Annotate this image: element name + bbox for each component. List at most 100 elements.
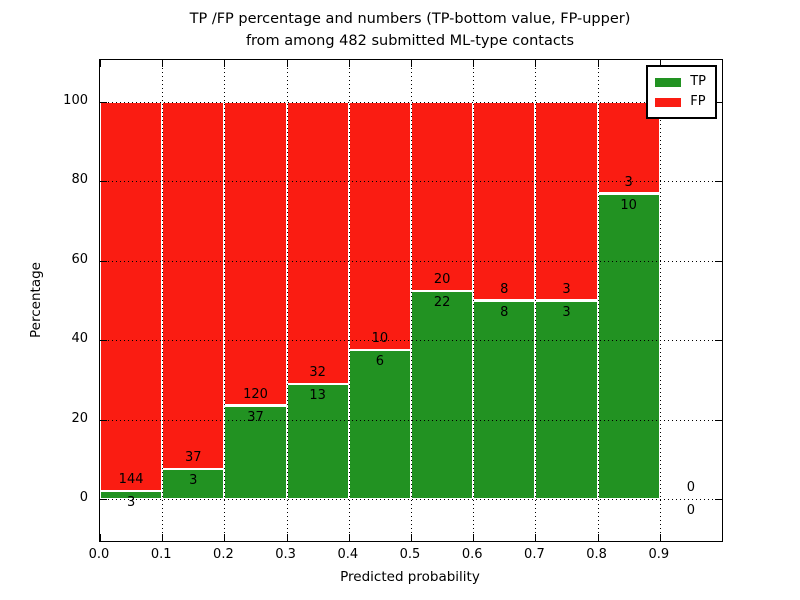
fp-bar-0.4-0.5 [348, 101, 411, 351]
x-tick-mark [597, 60, 599, 67]
plot-area: 144 3 37 3 120 37 32 13 10 6 20 22 8 8 3 3 3 10 0 0 TP FP [99, 59, 723, 542]
fp-count-label: 120 [243, 386, 268, 402]
tp-bar-0.3-0.4 [286, 384, 349, 500]
fp-count-label: 10 [371, 331, 389, 347]
y-tick-label: 60 [71, 251, 88, 267]
y-tick-mark [715, 181, 722, 183]
y-axis-label: Percentage [28, 262, 44, 338]
x-tick-mark [100, 534, 101, 541]
x-tick-mark [659, 60, 661, 67]
y-tick-mark [100, 101, 107, 103]
legend-label-tp: TP [690, 74, 706, 89]
x-tick-mark [162, 534, 164, 541]
x-tick-label: 0.7 [524, 547, 545, 562]
x-tick-mark [473, 60, 475, 67]
gridline-v-0.1 [162, 60, 164, 541]
legend-item-fp: FP [655, 92, 706, 112]
fp-bar-0.1-0.2 [162, 101, 225, 470]
gridline-v-0.8 [597, 60, 599, 541]
fp-bar-0-0.1 [100, 101, 163, 492]
x-tick-label: 0.3 [275, 547, 296, 562]
gridline-v-0.6 [473, 60, 475, 541]
legend-item-tp: TP [655, 72, 706, 92]
legend-label-fp: FP [690, 94, 706, 109]
tp-color-swatch [655, 77, 682, 87]
y-tick-mark [100, 260, 107, 262]
tp-bar-0.6-0.7 [473, 300, 536, 500]
gridline-h-80 [100, 181, 722, 183]
x-tick-mark [535, 60, 537, 67]
x-tick-mark [659, 534, 661, 541]
tp-bar-0.1-0.2 [162, 469, 225, 500]
legend: TP FP [646, 65, 717, 119]
y-tick-label: 80 [71, 172, 88, 188]
fp-bar-0.2-0.3 [224, 101, 287, 406]
tp-count-label: 3 [562, 304, 571, 320]
x-tick-mark [162, 60, 164, 67]
tp-count-label: 37 [247, 409, 264, 425]
y-tick-mark [715, 419, 722, 421]
fp-count-label: 32 [309, 365, 326, 381]
gridline-v-0.2 [224, 60, 226, 541]
fp-count-label: 20 [433, 272, 451, 287]
fp-bar-0.5-0.6 [411, 101, 474, 291]
fp-count-label: 37 [185, 450, 202, 466]
y-tick-label: 0 [79, 490, 88, 506]
gridline-v-0.4 [348, 60, 350, 541]
gridline-h-100 [100, 101, 722, 103]
x-tick-label: 0.9 [648, 547, 670, 562]
gridline-v-0.5 [411, 60, 412, 541]
tp-count-label: 13 [309, 388, 326, 404]
x-tick-mark [100, 60, 101, 67]
tp-count-label: 8 [500, 304, 509, 320]
x-tick-mark [224, 60, 226, 67]
fp-bar-0.3-0.4 [286, 101, 349, 385]
fp-bar-0.7-0.8 [535, 101, 598, 301]
fp-color-swatch [655, 97, 682, 107]
x-tick-label: 0.2 [213, 547, 234, 562]
gridline-h-20 [100, 419, 722, 421]
gridline-v-0.7 [535, 60, 537, 541]
tp-count-label: 10 [620, 197, 637, 213]
y-tick-mark [100, 340, 107, 342]
chart-title-line2: from among 482 submitted ML-type contact… [245, 33, 575, 49]
x-tick-mark [348, 534, 350, 541]
y-tick-label: 20 [71, 410, 88, 426]
y-tick-mark [100, 181, 107, 183]
y-tick-mark [715, 101, 722, 103]
x-tick-label: 0.0 [88, 547, 110, 562]
x-tick-mark [535, 534, 537, 541]
fp-bar-0.6-0.7 [473, 101, 536, 301]
fp-count-label: 0 [686, 480, 696, 496]
tp-count-label: 22 [433, 295, 451, 310]
x-tick-mark [348, 60, 350, 67]
tp-bar-0.8-0.9 [597, 193, 660, 500]
x-axis-label: Predicted probability [340, 569, 480, 585]
tp-count-label: 6 [375, 354, 385, 370]
fp-count-label: 3 [562, 281, 571, 297]
y-tick-label: 100 [63, 92, 88, 108]
x-tick-mark [286, 534, 288, 541]
tp-count-label: 0 [686, 503, 696, 519]
x-tick-mark [473, 534, 475, 541]
y-tick-mark [715, 340, 722, 342]
x-tick-mark [411, 60, 412, 67]
gridline-v-0.9 [659, 60, 661, 541]
x-tick-label: 0.4 [337, 547, 359, 562]
gridline-v-0.3 [286, 60, 288, 541]
y-tick-mark [100, 419, 107, 421]
y-tick-label: 40 [71, 331, 88, 347]
tp-count-label: 3 [126, 495, 136, 511]
gridline-h-60 [100, 260, 722, 262]
tp-bar-0.5-0.6 [411, 291, 474, 500]
x-tick-label: 0.5 [399, 547, 421, 562]
tp-bar-0-0.1 [100, 491, 163, 500]
x-tick-mark [224, 534, 226, 541]
x-tick-label: 0.8 [586, 547, 607, 562]
y-tick-mark [715, 260, 722, 262]
chart-title-line1: TP /FP percentage and numbers (TP-bottom… [189, 11, 631, 27]
fp-count-label: 144 [118, 472, 144, 488]
x-tick-mark [411, 534, 412, 541]
fp-count-label: 8 [500, 281, 509, 297]
y-tick-mark [100, 499, 107, 501]
